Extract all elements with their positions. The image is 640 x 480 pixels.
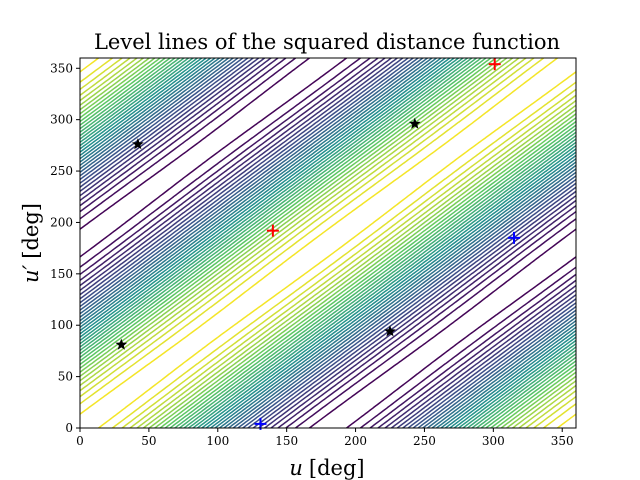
saddle-marker [408,117,421,129]
x-tick-label: 0 [76,434,84,448]
y-axis-unit: [deg] [19,203,43,259]
maximum-marker [508,231,520,244]
contour-level [80,58,576,428]
contour-level [80,58,576,428]
x-axis-ticks: 0 50 100 150 200 250 300 350 [76,428,574,448]
contour-level [80,58,576,428]
y-axis-variable: u′ [19,264,43,283]
contour-level [80,58,576,428]
saddle-marker [384,325,396,337]
contour-level [80,58,576,428]
x-axis-variable: u [289,456,303,480]
contour-level [80,58,576,428]
x-tick-label: 200 [344,434,367,448]
contour-level [80,58,576,428]
x-axis-unit: [deg] [309,456,365,480]
y-tick-label: 150 [50,267,73,281]
y-tick-label: 350 [50,61,73,75]
saddle-marker [132,138,144,150]
y-tick-label: 200 [50,215,73,229]
contour-level [80,58,576,428]
x-tick-label: 50 [141,434,156,448]
x-tick-label: 250 [413,434,436,448]
contour-level [80,58,576,428]
contour-level [80,58,576,428]
contour-level [80,58,576,428]
minimum-marker [488,58,501,71]
y-tick-label: 50 [58,370,73,384]
y-tick-label: 250 [50,164,73,178]
contour-level [80,58,576,428]
x-tick-label: 150 [275,434,298,448]
y-tick-label: 300 [50,113,73,127]
saddle-marker [115,338,128,350]
contour-level [80,58,576,428]
contour-level [80,58,576,428]
y-axis-ticks: 0 50 100 150 200 250 300 350 [50,61,80,435]
contour-level [80,58,576,428]
contour-level [80,58,576,428]
y-axis-label: u′ [deg] [19,203,43,283]
x-tick-label: 350 [551,434,574,448]
minimum-marker [266,224,279,237]
x-tick-label: 300 [482,434,505,448]
x-axis-label: u [deg] [289,456,364,480]
y-tick-label: 100 [50,318,73,332]
contour-level [80,58,576,428]
contour-level [80,58,576,428]
plot-frame [79,57,577,429]
chart-title: Level lines of the squared distance func… [94,30,560,54]
y-tick-label: 0 [65,421,73,435]
x-tick-label: 100 [206,434,229,448]
contour-level [80,58,576,428]
contour-level [80,58,576,428]
contour-lines [80,58,576,428]
contour-level [80,58,576,428]
